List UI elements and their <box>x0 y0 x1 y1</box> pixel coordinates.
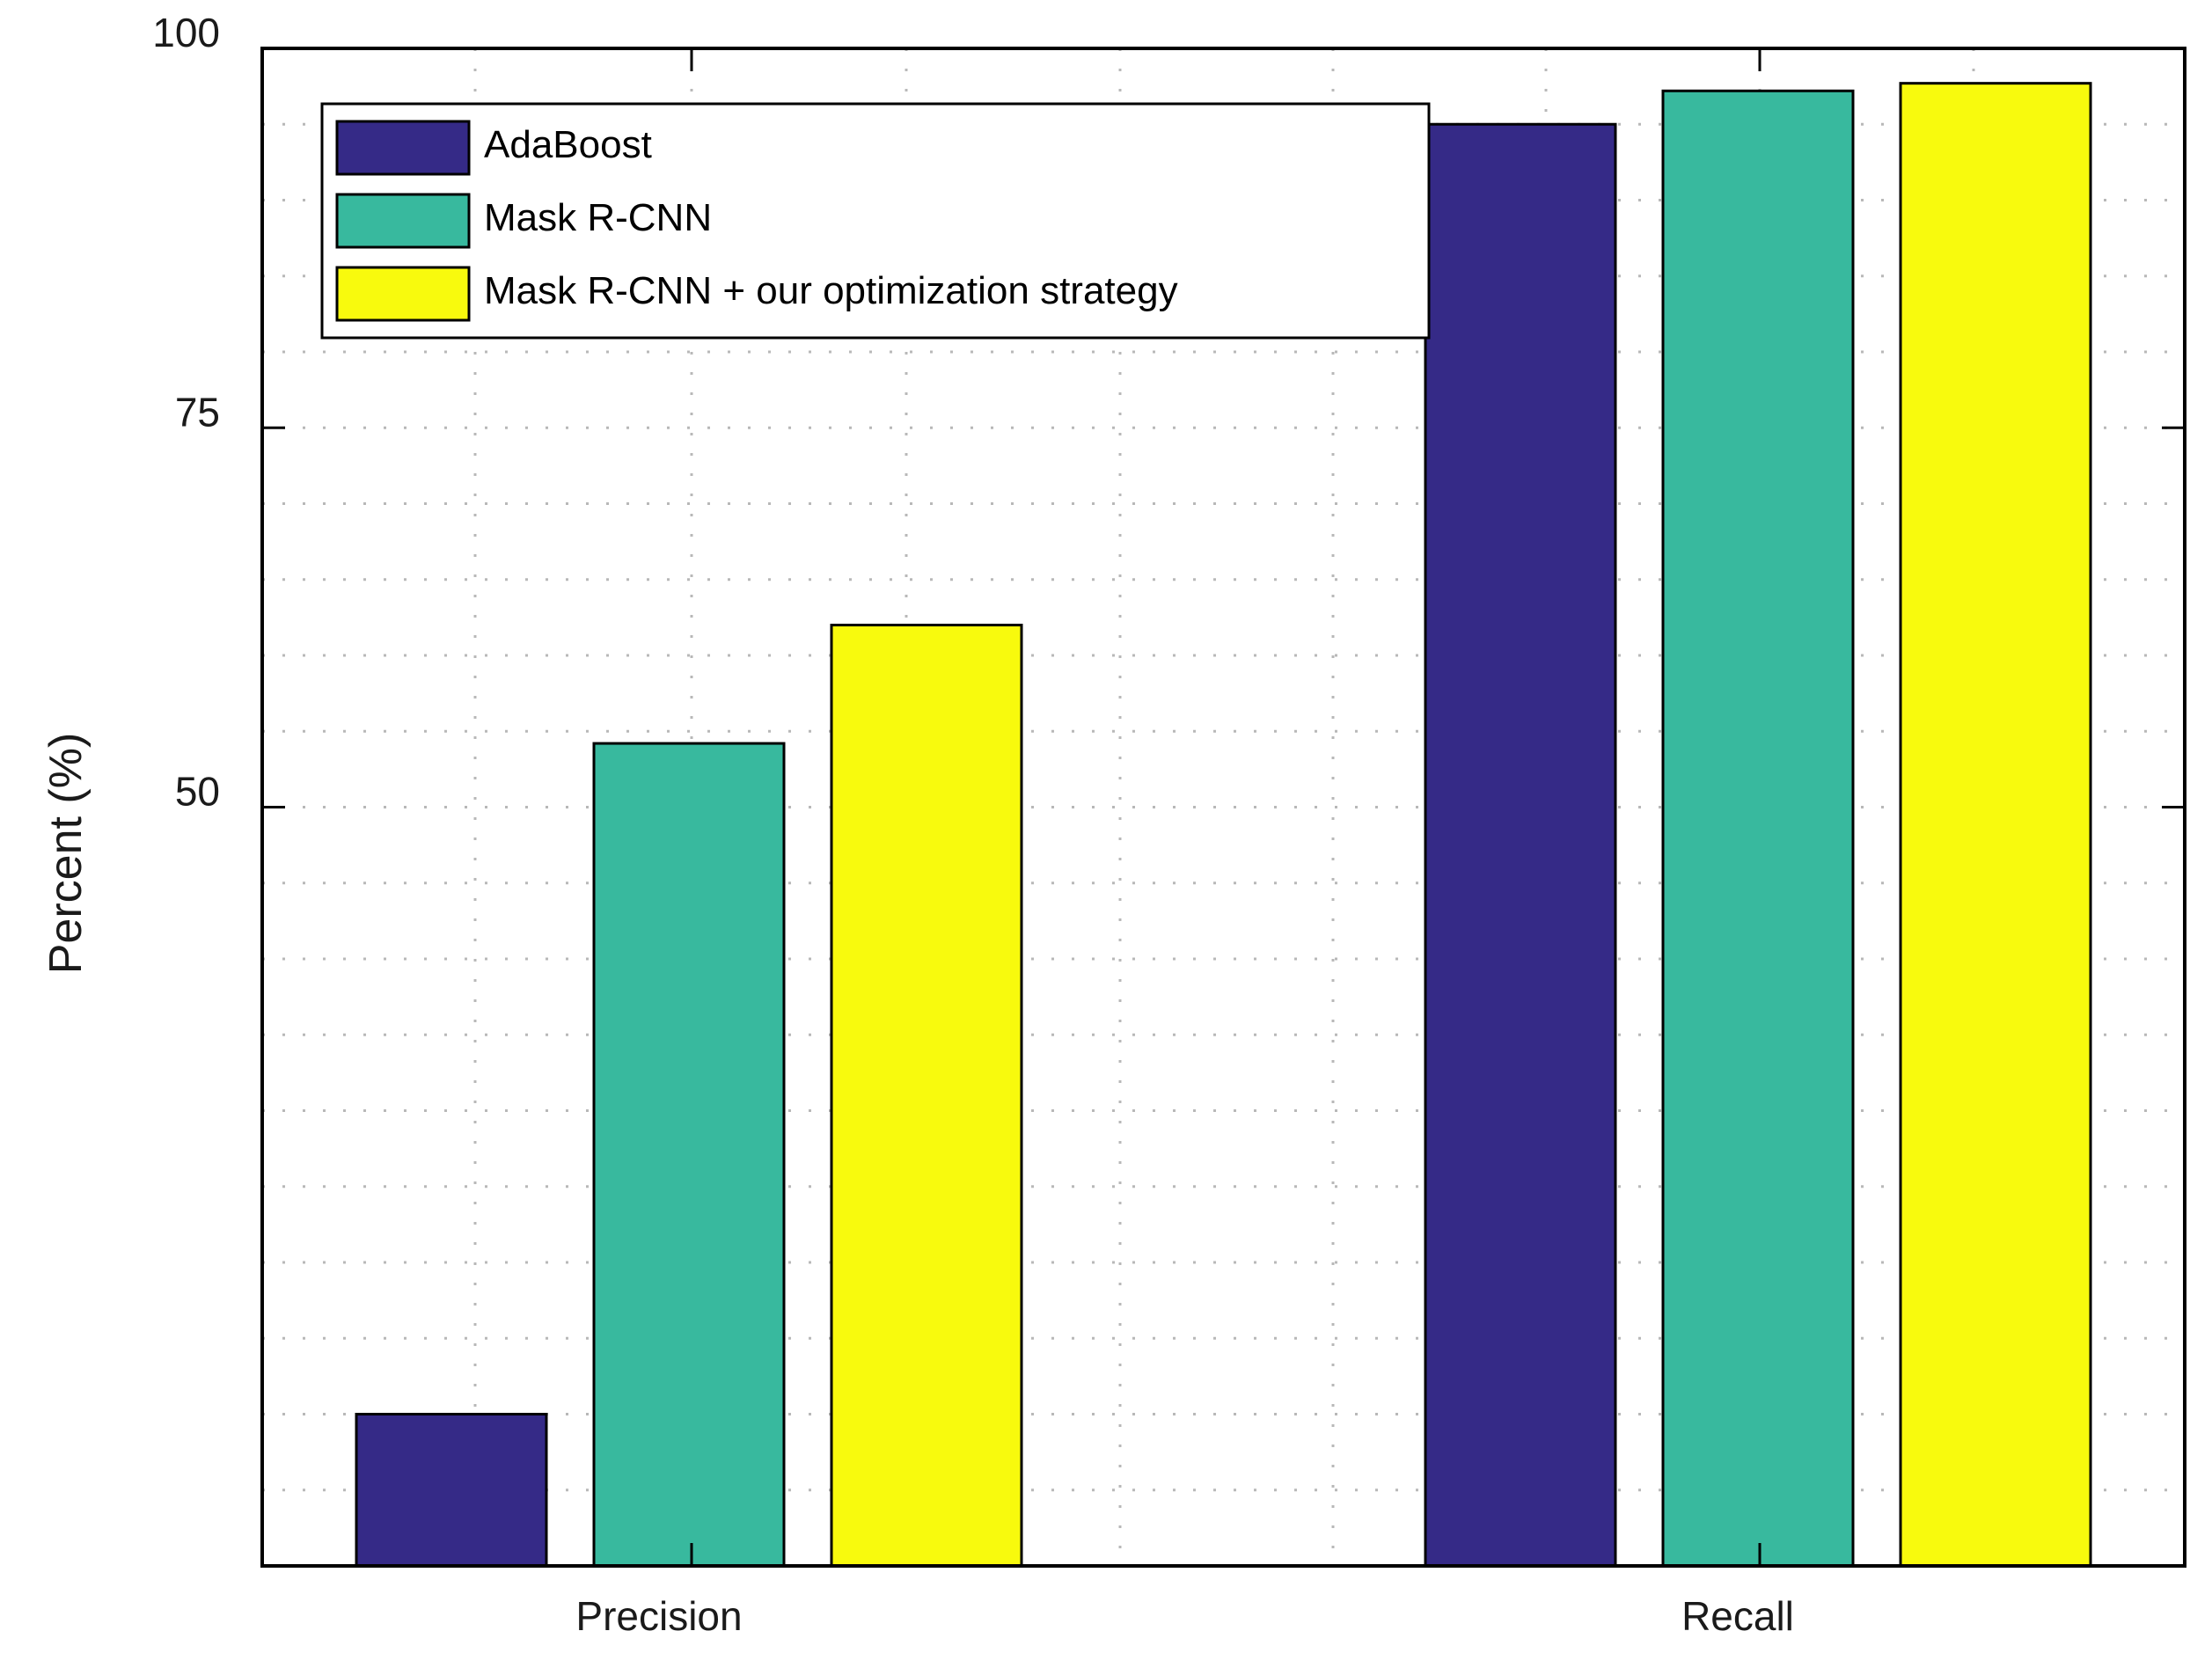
legend-swatch <box>335 266 471 322</box>
legend-swatch <box>335 193 471 249</box>
y-tick-label: 50 <box>175 769 220 815</box>
legend-box <box>320 102 1431 340</box>
legend-swatch <box>335 120 471 176</box>
axis-ticks <box>262 47 2185 1566</box>
bar-recall-series-1 <box>1424 122 1617 1568</box>
legend-label: Mask R-CNN <box>484 196 712 239</box>
legend-label: AdaBoost <box>484 123 652 166</box>
y-tick-label: 100 <box>152 10 220 55</box>
x-tick-labels: Precision Recall <box>575 1593 1794 1639</box>
legend-label: Mask R-CNN + our optimization strategy <box>484 269 1178 312</box>
y-tick-labels: 50 75 100 <box>152 10 220 815</box>
y-tick-label: 75 <box>175 389 220 435</box>
bar-recall-series-3 <box>1899 82 2092 1568</box>
bar-precision-series-2 <box>592 742 786 1568</box>
x-tick-label: Precision <box>575 1593 742 1639</box>
bar-recall-series-2 <box>1661 89 1855 1568</box>
bars <box>355 82 2092 1568</box>
bar-precision-series-1 <box>355 1413 548 1568</box>
bar-precision-series-3 <box>830 624 1023 1568</box>
y-axis-title: Percent (%) <box>40 733 92 975</box>
x-tick-label: Recall <box>1681 1593 1794 1639</box>
legend: AdaBoost Mask R-CNN Mask R-CNN + our optim… <box>320 102 1431 340</box>
